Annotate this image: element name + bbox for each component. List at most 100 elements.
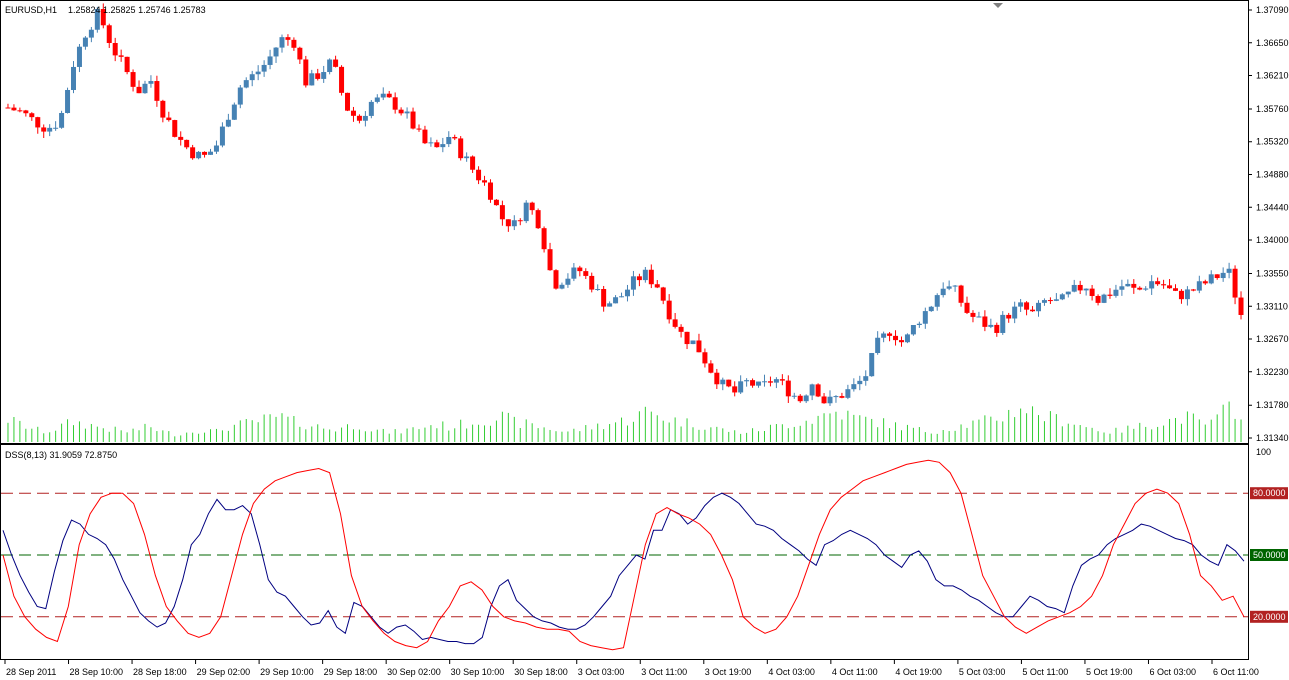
candle-body <box>261 64 267 72</box>
candle-body <box>940 288 946 296</box>
candle-body <box>821 396 827 404</box>
candle-body <box>988 324 994 327</box>
candle-body <box>523 202 529 222</box>
candle-body <box>1018 302 1024 307</box>
candle-body <box>136 86 142 94</box>
chart-shift-marker[interactable] <box>993 3 1003 8</box>
candle-body <box>1131 283 1137 288</box>
candle-body <box>35 117 41 128</box>
candle-body <box>642 269 648 281</box>
candle-body <box>517 220 523 222</box>
candle-body <box>1059 294 1065 300</box>
candle-body <box>684 331 690 345</box>
candle-body <box>112 42 118 56</box>
candle-body <box>982 316 988 327</box>
candle-body <box>845 389 851 398</box>
candle-body <box>1024 302 1030 310</box>
candle-body <box>1149 281 1155 289</box>
candle-body <box>946 286 952 289</box>
candle-body <box>881 333 887 338</box>
price-tick-label: 1.35320 <box>1256 137 1289 147</box>
price-tick-label: 1.32230 <box>1256 367 1289 377</box>
price-tick-label: 1.37090 <box>1256 5 1289 15</box>
candle-body <box>404 111 410 114</box>
candle-body <box>952 285 958 287</box>
candle-body <box>11 107 17 111</box>
candle-body <box>1053 299 1059 301</box>
time-tick-label: 29 Sep 10:00 <box>260 667 314 677</box>
candle-body <box>29 113 35 118</box>
candle-body <box>761 381 767 383</box>
candle-body <box>583 271 589 276</box>
candle-body <box>422 129 428 144</box>
candle-body <box>154 81 160 101</box>
time-tick-label: 28 Sep 18:00 <box>133 667 187 677</box>
candle-body <box>624 289 630 297</box>
candle-body <box>553 270 559 289</box>
symbol-label: EURUSD,H1 <box>5 5 57 15</box>
candle-body <box>118 55 124 57</box>
candle-body <box>648 269 654 285</box>
candle-body <box>666 300 672 320</box>
time-tick-label: 28 Sep 10:00 <box>70 667 124 677</box>
candle-body <box>1107 294 1113 296</box>
time-tick-label: 4 Oct 11:00 <box>832 667 878 677</box>
time-tick-label: 30 Sep 18:00 <box>514 667 568 677</box>
candle-body <box>5 107 11 109</box>
indicator-label: DSS(8,13) 31.9059 72.8750 <box>5 450 117 460</box>
price-tick-label: 1.34880 <box>1256 170 1289 180</box>
candle-body <box>1101 294 1107 303</box>
dss-level-label: 80.0000 <box>1253 488 1286 498</box>
candle-body <box>339 66 345 93</box>
candle-body <box>726 379 732 387</box>
candle-body <box>595 289 601 291</box>
candle-body <box>1232 268 1238 298</box>
candle-body <box>1155 281 1161 285</box>
candle-body <box>208 151 214 155</box>
candle-body <box>589 275 595 290</box>
candle-body <box>916 323 922 326</box>
candle-body <box>690 340 696 345</box>
candle-body <box>315 73 321 79</box>
candle-body <box>392 97 398 110</box>
candle-body <box>678 326 684 332</box>
candle-body <box>851 384 857 390</box>
candle-body <box>225 119 231 127</box>
candle-body <box>797 395 803 402</box>
candle-body <box>934 295 940 307</box>
time-tick-label: 4 Oct 03:00 <box>768 667 815 677</box>
dss-level-label: 20.0000 <box>1253 612 1286 622</box>
dss-tick-label: 100 <box>1256 447 1271 457</box>
candle-body <box>1083 288 1089 291</box>
candle-body <box>285 37 291 40</box>
candle-body <box>1125 283 1131 287</box>
candle-body <box>577 267 583 272</box>
candle-body <box>267 56 273 65</box>
candle-body <box>1172 288 1178 291</box>
time-tick-label: 6 Oct 03:00 <box>1149 667 1196 677</box>
candle-body <box>827 396 833 404</box>
candle-body <box>1071 284 1077 292</box>
candle-body <box>321 72 327 79</box>
candle-body <box>619 296 625 298</box>
candle-body <box>1000 314 1006 333</box>
candle-body <box>249 74 255 81</box>
time-tick-label: 6 Oct 11:00 <box>1213 667 1259 677</box>
candle-body <box>231 104 237 120</box>
time-tick-label: 5 Oct 11:00 <box>1022 667 1068 677</box>
candle-body <box>714 372 720 385</box>
candle-body <box>148 81 154 84</box>
dss-level-badge <box>1250 610 1288 623</box>
candle-body <box>1012 306 1018 319</box>
candle-body <box>738 381 744 393</box>
candle-body <box>857 380 863 385</box>
time-tick-label: 5 Oct 03:00 <box>959 667 1006 677</box>
candle-body <box>571 267 577 279</box>
candle-body <box>601 289 607 307</box>
candle-body <box>1220 272 1226 279</box>
candle-body <box>350 110 356 116</box>
price-tick-label: 1.34000 <box>1256 235 1289 245</box>
candle-body <box>297 47 303 60</box>
candle-body <box>106 25 112 43</box>
candle-body <box>458 138 464 159</box>
